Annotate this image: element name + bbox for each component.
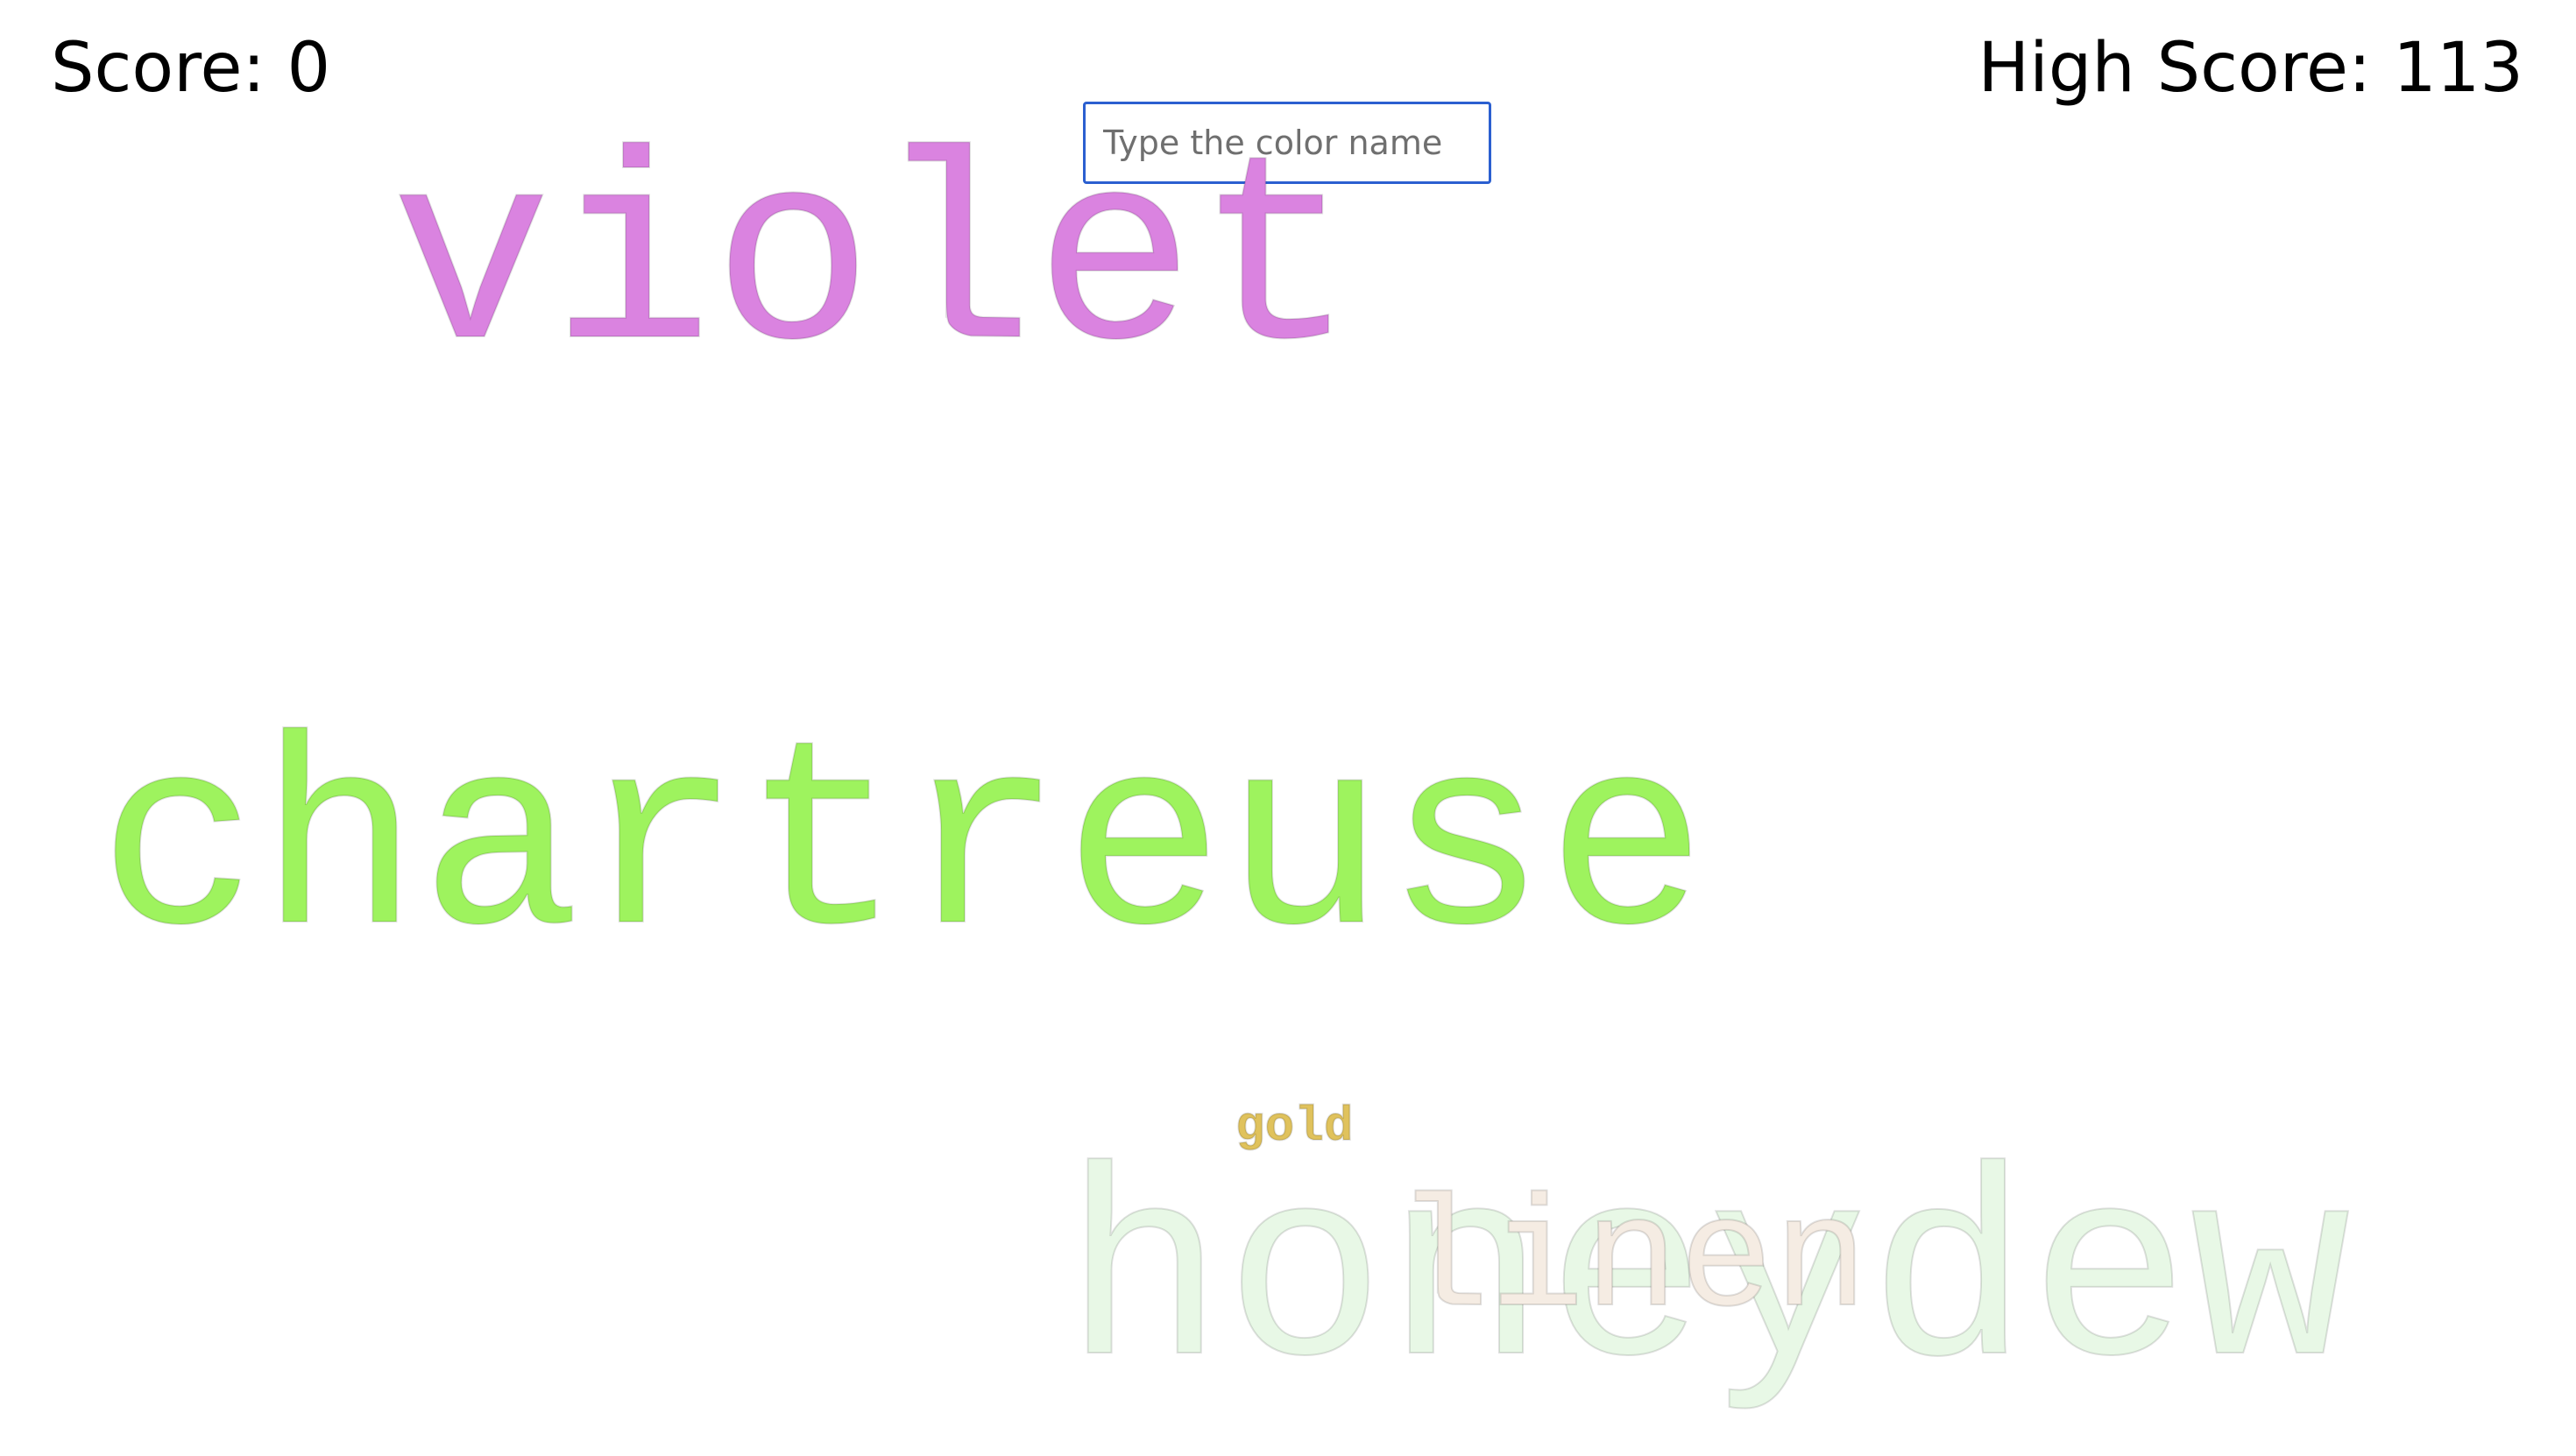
- high-score-display: High Score: 113: [1978, 29, 2523, 108]
- score-display: Score: 0: [51, 29, 331, 108]
- color-name-input[interactable]: [1083, 102, 1491, 184]
- falling-word-violet: violet: [390, 113, 1357, 417]
- falling-word-gold: gold: [1235, 1099, 1354, 1155]
- falling-word-honeydew: honeydew: [1063, 1129, 2352, 1433]
- falling-word-chartreuse: chartreuse: [97, 698, 1708, 1002]
- falling-word-linen: linen: [1394, 1174, 1869, 1353]
